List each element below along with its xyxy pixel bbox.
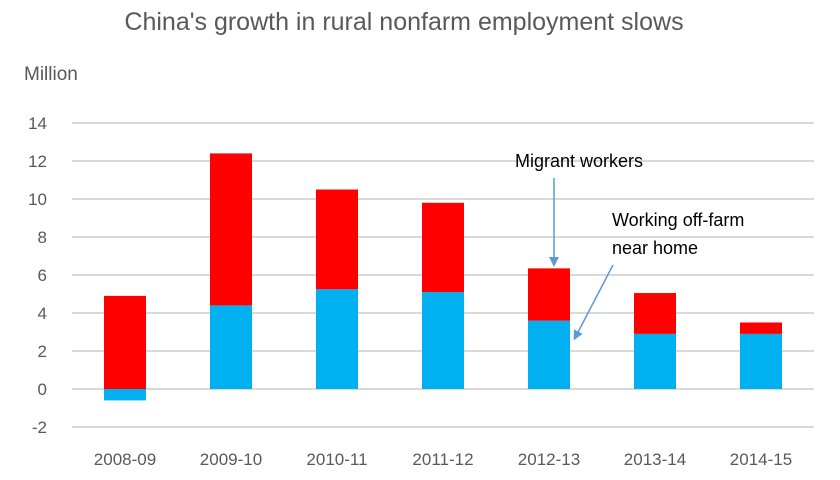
bar-segment-working-off-farm-near-home bbox=[634, 333, 676, 389]
y-tick-label: 12 bbox=[28, 152, 47, 171]
annotation-near-home-line2: near home bbox=[612, 238, 698, 258]
y-tick-label: 4 bbox=[38, 304, 47, 323]
x-category-label: 2012-13 bbox=[518, 450, 580, 469]
bar-segment-migrant-workers bbox=[528, 268, 570, 321]
x-category-label: 2009-10 bbox=[200, 450, 262, 469]
bar-segment-working-off-farm-near-home bbox=[740, 333, 782, 389]
bar-segment-migrant-workers bbox=[740, 322, 782, 334]
bar-segment-migrant-workers bbox=[316, 189, 358, 290]
x-category-label: 2014-15 bbox=[730, 450, 792, 469]
bar-segment-migrant-workers bbox=[634, 293, 676, 334]
bar-segment-working-off-farm-near-home bbox=[316, 289, 358, 389]
arrow-near-home-icon bbox=[573, 264, 614, 341]
annotations: Migrant workers Working off-farm near ho… bbox=[515, 151, 744, 341]
annotation-near-home-line1: Working off-farm bbox=[612, 210, 744, 230]
y-tick-label: 0 bbox=[38, 380, 47, 399]
x-category-label: 2011-12 bbox=[412, 450, 473, 469]
x-category-label: 2008-09 bbox=[94, 450, 156, 469]
annotation-migrant-workers: Migrant workers bbox=[515, 151, 643, 171]
bar-segment-working-off-farm-near-home bbox=[422, 292, 464, 389]
bar-segment-migrant-workers bbox=[422, 202, 464, 293]
bar-segment-working-off-farm-near-home bbox=[210, 305, 252, 389]
bar-segment-migrant-workers bbox=[104, 295, 146, 389]
chart-title: China's growth in rural nonfarm employme… bbox=[124, 8, 684, 36]
bar-segment-working-off-farm-near-home bbox=[104, 389, 146, 401]
y-tick-label: 14 bbox=[28, 114, 47, 133]
bar-segment-working-off-farm-near-home bbox=[528, 320, 570, 389]
y-tick-label: 10 bbox=[28, 190, 47, 209]
x-category-label: 2013-14 bbox=[624, 450, 686, 469]
x-axis-categories: 2008-09 2009-10 2010-11 2011-12 2012-13 2013-… bbox=[94, 450, 792, 469]
x-category-label: 2010-11 bbox=[306, 450, 367, 469]
y-axis-ticks: -2 0 2 4 6 8 10 12 14 bbox=[28, 114, 47, 437]
y-tick-label: 6 bbox=[38, 266, 47, 285]
y-tick-label: 8 bbox=[38, 228, 47, 247]
bar-segment-migrant-workers bbox=[210, 153, 252, 306]
bars bbox=[104, 153, 782, 401]
y-tick-label: -2 bbox=[32, 418, 47, 437]
y-axis-unit-label: Million bbox=[24, 64, 78, 85]
y-tick-label: 2 bbox=[38, 342, 47, 361]
